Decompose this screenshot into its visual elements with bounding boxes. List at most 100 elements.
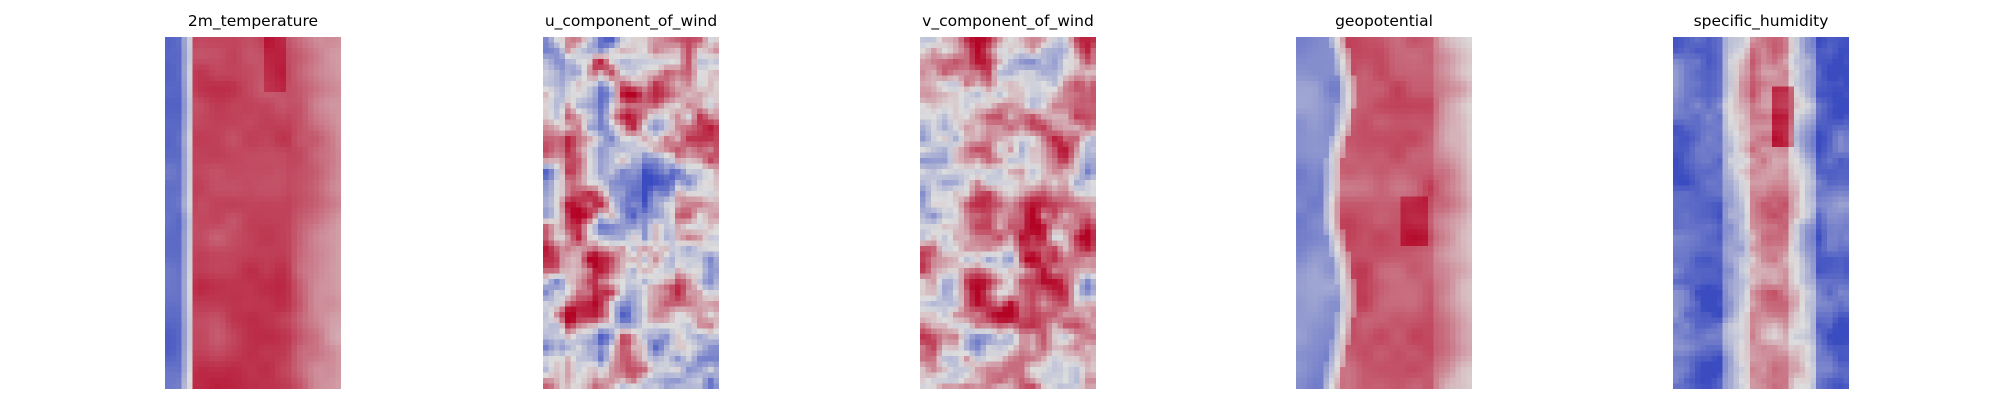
heatmap-cell [214,53,221,60]
heatmap-cell [225,372,232,379]
heatmap-cell [658,251,665,258]
heatmap-cell [324,53,331,60]
heatmap-cell [286,86,292,93]
heatmap-cell [203,196,210,203]
heatmap-cell [581,130,588,137]
heatmap-cell [680,262,687,269]
heatmap-cell [559,180,566,186]
heatmap-cell [324,42,331,49]
heatmap-cell [554,383,560,389]
heatmap-cell [931,37,937,43]
heatmap-cell [631,240,637,247]
heatmap-cell [680,64,687,71]
heatmap-cell [642,207,648,214]
heatmap-cell [713,130,719,137]
heatmap-cell [647,328,654,335]
heatmap-cell [942,42,948,49]
heatmap-cell [1002,180,1009,186]
heatmap-cell [936,141,943,148]
heatmap-cell [1085,141,1091,148]
heatmap-cell [324,367,331,373]
heatmap-cell [236,213,243,219]
heatmap-cell [642,372,648,379]
heatmap-cell [214,152,221,159]
heatmap-cell [264,103,270,109]
heatmap-cell [187,284,193,291]
heatmap-cell [220,268,226,274]
heatmap-cell [958,103,965,109]
heatmap-cell [324,92,331,98]
heatmap-cell [581,218,588,225]
heatmap-cell [647,191,654,197]
heatmap-cell [702,207,709,214]
heatmap-cell [614,334,621,340]
heatmap-cell [280,48,287,54]
heatmap-cell [554,169,560,175]
heatmap-cell [1030,114,1036,120]
heatmap-cell [554,323,560,329]
heatmap-cell [165,284,171,291]
heatmap-cell [543,295,549,302]
heatmap-cell [1068,42,1075,49]
heatmap-cell [691,53,698,60]
heatmap-cell [176,295,182,302]
heatmap-cell [609,125,615,131]
heatmap-cell [192,251,199,258]
heatmap-cell [697,268,703,274]
heatmap-cell [313,284,320,291]
heatmap-cell [198,97,204,104]
heatmap-cell [198,53,204,60]
heatmap-cell [675,86,681,93]
heatmap-cell [220,70,226,76]
heatmap-cell [291,108,298,115]
heatmap-cell [931,152,937,159]
heatmap-cell [953,37,959,43]
heatmap-cell [286,251,292,258]
heatmap-cell [686,42,692,49]
heatmap-cell [1085,108,1091,115]
heatmap-cell [1002,119,1009,126]
heatmap-cell [691,273,698,280]
heatmap-cell [931,174,937,181]
heatmap-cell [598,301,604,307]
heatmap-cell [647,229,654,236]
heatmap-cell [1046,119,1053,126]
heatmap-cell [669,163,676,170]
heatmap-cell [559,81,566,87]
heatmap-cell [192,372,199,379]
heatmap-cell [253,273,259,280]
heatmap-cell [242,119,248,126]
heatmap-cell [702,345,709,351]
heatmap-cell [1085,125,1091,131]
heatmap-cell [1052,152,1058,159]
heatmap-cell [609,383,615,389]
heatmap-cell [269,328,276,335]
heatmap-cell [275,147,281,153]
heatmap-cell [198,290,204,296]
heatmap-cell [603,323,610,329]
heatmap-cell [1024,37,1031,43]
heatmap-cell [702,163,709,170]
heatmap-cell [587,169,593,175]
heatmap-cell [598,158,604,164]
heatmap-cell [653,163,659,170]
heatmap-cell [614,284,621,291]
heatmap-cell [181,64,188,71]
heatmap-cell [308,339,314,346]
heatmap-cell [187,64,193,71]
heatmap-cell [609,339,615,346]
heatmap-cell [559,75,566,82]
heatmap-cell [1046,64,1053,71]
heatmap-cell [1090,125,1096,131]
heatmap-cell [631,92,637,98]
heatmap-cell [942,64,948,71]
heatmap-cell [231,295,237,302]
heatmap-cell [280,273,287,280]
heatmap-cell [1041,64,1047,71]
heatmap-cell [587,185,593,192]
heatmap-cell [592,75,599,82]
heatmap-cell [225,53,232,60]
heatmap-cell [1074,81,1080,87]
heatmap-cell [625,251,632,258]
heatmap-cell [636,273,643,280]
